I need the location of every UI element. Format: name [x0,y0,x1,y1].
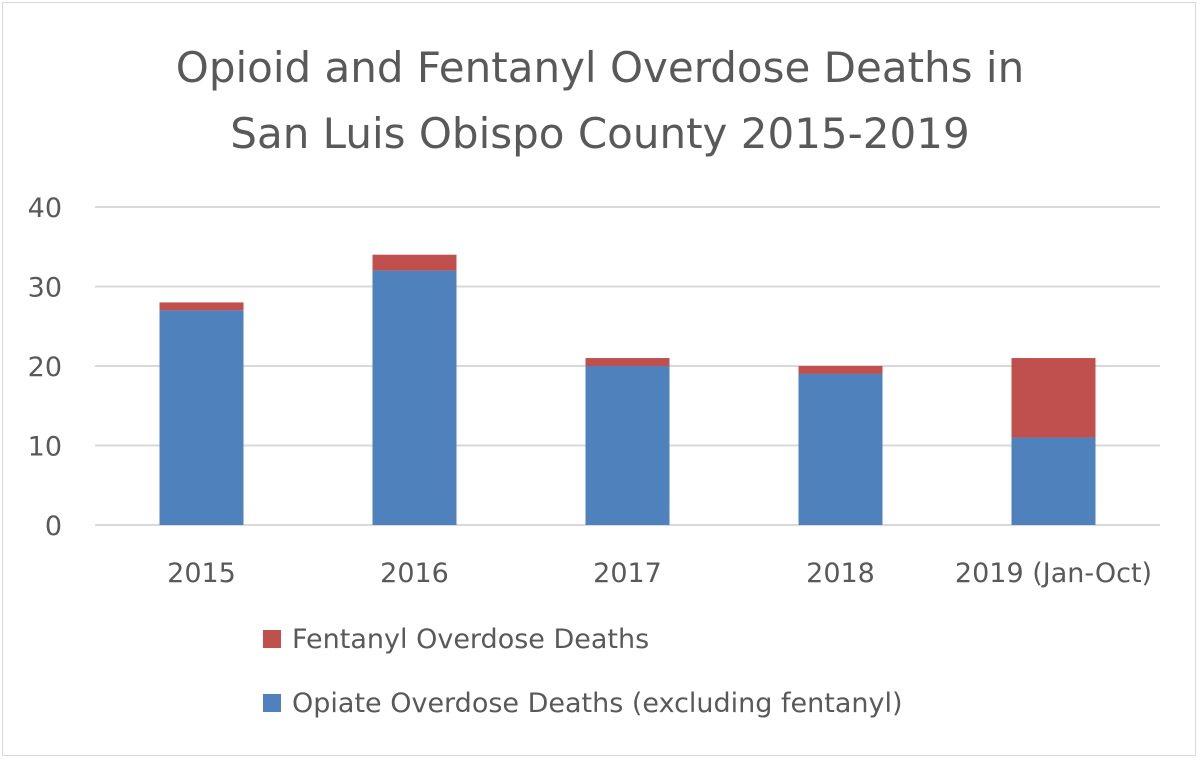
y-tick-label-30: 30 [28,273,62,304]
bars [159,254,1096,525]
legend-swatch-1 [263,694,281,712]
x-tick-label-0: 2015 [167,558,236,589]
bar-opiate-4 [1011,437,1096,525]
chart-title: Opioid and Fentanyl Overdose Deaths in S… [176,43,1024,158]
bar-opiate-0 [159,310,244,525]
bar-opiate-1 [372,270,457,525]
legend: Fentanyl Overdose Deaths Opiate Overdose … [263,624,903,719]
x-tick-label-3: 2018 [806,558,875,589]
bar-fentanyl-0 [159,302,244,311]
x-tick-label-2: 2017 [593,558,662,589]
legend-label-0: Fentanyl Overdose Deaths [292,624,649,655]
bar-fentanyl-3 [798,366,883,374]
chart-title-line-1: Opioid and Fentanyl Overdose Deaths in [176,43,1024,92]
chart-title-line-2: San Luis Obispo County 2015-2019 [230,109,969,158]
x-tick-label-4: 2019 (Jan-Oct) [955,558,1152,589]
y-tick-label-20: 20 [28,352,62,383]
bar-fentanyl-2 [585,358,670,366]
y-axis-ticks: 0 10 20 30 40 [28,193,62,542]
bar-opiate-2 [585,366,670,525]
bar-opiate-3 [798,373,883,525]
y-tick-label-10: 10 [28,432,62,463]
y-tick-label-0: 0 [45,511,62,542]
y-tick-label-40: 40 [28,193,62,224]
bar-fentanyl-4 [1011,358,1096,438]
legend-swatch-0 [263,630,281,648]
x-axis-labels: 2015 2016 2017 2018 2019 (Jan-Oct) [167,558,1152,589]
legend-label-1: Opiate Overdose Deaths (excluding fentan… [292,688,903,719]
x-tick-label-1: 2016 [380,558,449,589]
bar-fentanyl-1 [372,254,457,271]
